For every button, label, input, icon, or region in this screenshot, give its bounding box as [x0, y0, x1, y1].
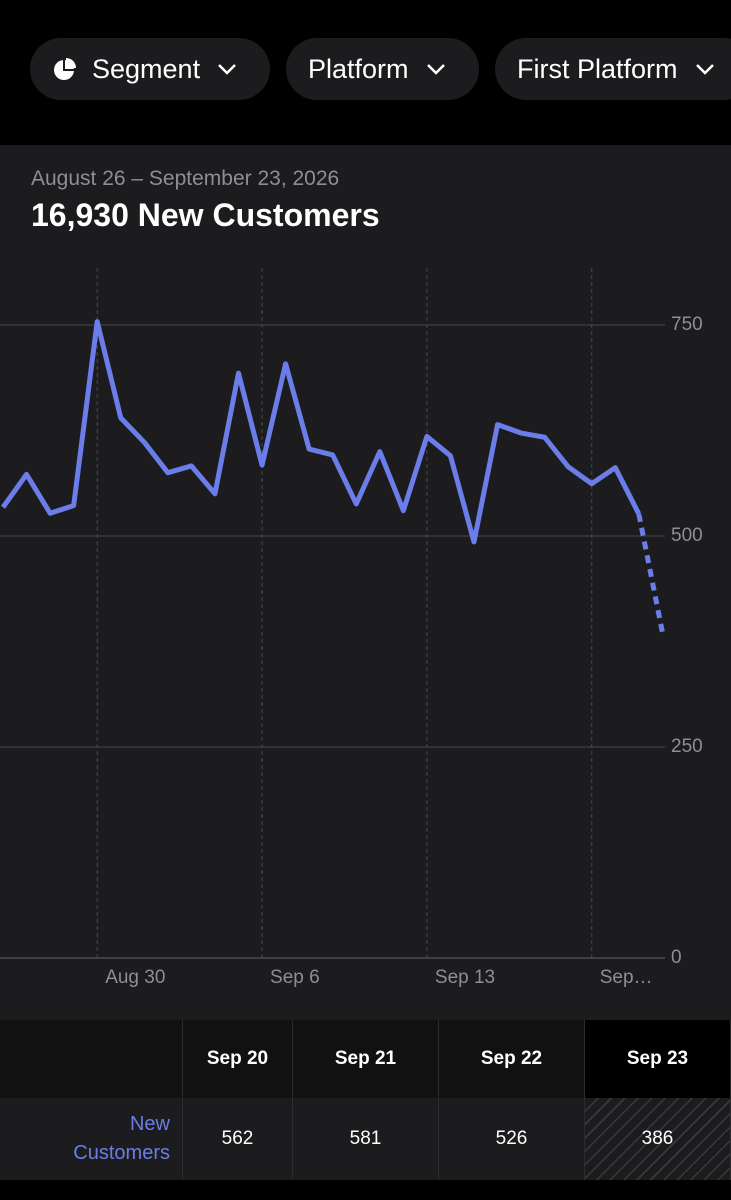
x-tick-label: Aug 23 [0, 967, 1, 988]
x-tick-label: Sep… [600, 967, 653, 988]
value-cell: 526 [439, 1098, 585, 1180]
x-tick-label: Aug 30 [105, 967, 165, 988]
y-tick-label: 750 [671, 314, 703, 335]
filter-label: First Platform [517, 53, 678, 84]
value-cell: 581 [293, 1098, 439, 1180]
x-tick-label: Sep 13 [435, 967, 495, 988]
row-label: New Customers [0, 1098, 183, 1180]
pie-icon [54, 58, 76, 80]
x-tick-label: Sep 6 [270, 967, 320, 988]
filter-label: Segment [92, 53, 201, 84]
corner-cell [0, 1020, 183, 1098]
line [0, 319, 642, 545]
table-row: New Customers 562 581 526 386 [0, 1098, 731, 1180]
segment-filter[interactable]: Segment [30, 38, 270, 100]
y-tick-label: 250 [671, 736, 703, 757]
chart-panel: 0 250 500 750 Aug 23 Aug 30 Sep 6 Sep 13 Sep… Au… [0, 145, 731, 1020]
filter-label: Platform [308, 53, 409, 84]
value-cell: 386 [585, 1098, 731, 1180]
column-header: Sep 20 [183, 1020, 293, 1098]
first-platform-filter[interactable]: First Platform [495, 38, 731, 100]
column-header: Sep 21 [293, 1020, 439, 1098]
chevron [218, 64, 236, 75]
chevron [426, 64, 445, 75]
platform-filter[interactable]: Platform [286, 38, 479, 100]
column-header: Sep 22 [439, 1020, 585, 1098]
y-tick-label: 500 [671, 525, 703, 546]
column-header: Sep 23 [585, 1020, 731, 1098]
projected-line [636, 513, 665, 633]
chart: 0 250 500 750 Aug 23 Aug 30 Sep 6 Sep 13 Sep… [0, 268, 703, 988]
y-tick-label: 0 [671, 947, 682, 968]
chart-title: 16,930 New Customers [31, 197, 380, 233]
value-cell: 562 [183, 1098, 293, 1180]
table-header: Sep 20 Sep 21 Sep 22 Sep 23 [0, 1020, 731, 1098]
chevron [695, 64, 714, 75]
chart-subtitle: August 26 – September 23, 2026 [31, 167, 340, 190]
